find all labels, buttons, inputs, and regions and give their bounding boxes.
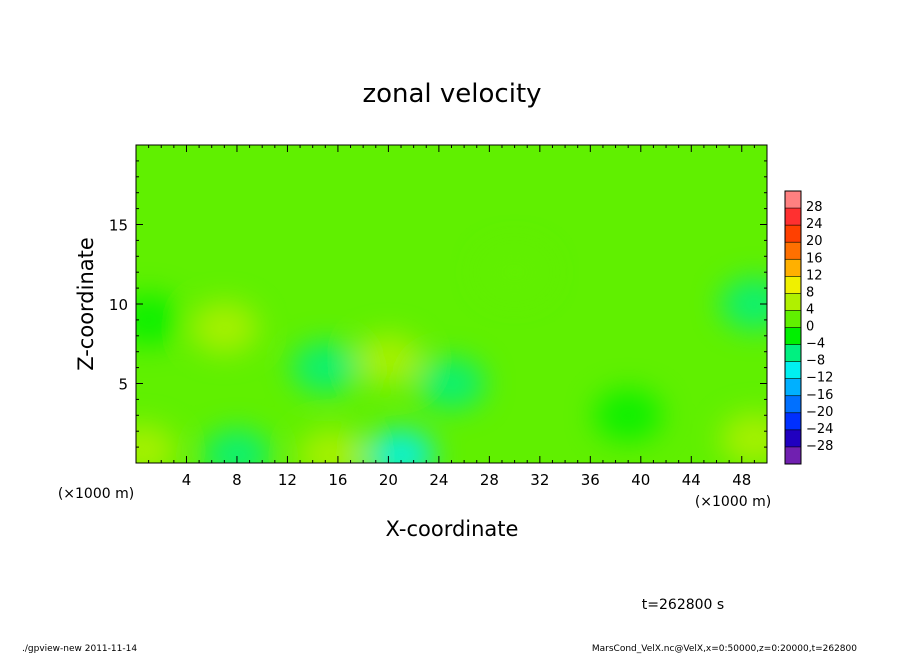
colorbar-swatch [785,276,801,294]
y-tick-label: 15 [109,217,128,235]
x-unit-right: (×1000 m) [695,494,771,510]
x-tick-label: 32 [530,471,549,489]
x-tick-label: 36 [581,471,600,489]
colorbar-swatch [785,395,801,414]
x-tick-label: 44 [682,471,701,489]
x-axis-ticks: 4 8 12 16 20 24 28 32 36 40 44 48 [148,145,755,489]
field-feature [417,357,486,410]
colorbar-label: −24 [806,422,833,437]
colorbar-swatch [785,310,801,328]
field-feature [354,333,423,386]
colorbar-label: 28 [806,200,823,215]
field-feature [136,293,183,346]
field-feature [720,278,767,330]
field-feature [202,429,271,463]
x-tick-label: 28 [480,471,499,489]
x-tick-label: 8 [232,471,242,489]
field-feature [480,246,549,299]
x-axis-label: X-coordinate [386,517,519,541]
plot-area [135,144,768,464]
colorbar-label: 0 [806,320,814,335]
x-tick-label: 40 [631,471,650,489]
y-tick-label: 5 [118,376,128,394]
y-axis-label: Z-coordinate [74,237,98,371]
x-tick-label: 20 [379,471,398,489]
field-feature [297,429,366,463]
field-feature [720,413,767,463]
y-tick-label: 10 [109,296,128,314]
field-feature [594,389,663,442]
field-feature [367,429,436,463]
colorbar-swatch [785,225,801,243]
colorbar-swatch [785,429,801,448]
colorbar-label: 24 [806,217,823,232]
x-tick-label: 4 [182,471,192,489]
field-feature [136,424,177,463]
colorbar-label: 4 [806,302,814,317]
colorbar-swatch [785,259,801,277]
x-tick-label: 48 [732,471,751,489]
footer-right: MarsCond_VelX.nc@VelX,x=0:50000,z=0:2000… [592,644,857,654]
field-feature [190,301,259,354]
colorbar: 28 24 20 16 12 8 4 0 −4 −8 −12 −16 −20 −24 −28 [784,190,833,465]
field-feature [291,341,360,394]
colorbar-swatch [785,446,801,465]
colorbar-label: 8 [806,285,814,300]
colorbar-label: 12 [806,268,823,283]
x-unit-left: (×1000 m) [58,486,134,502]
colorbar-swatch [785,327,801,346]
colorbar-swatch [785,191,801,209]
colorbar-label: 20 [806,234,823,249]
x-tick-label: 12 [278,471,297,489]
colorbar-swatch [785,412,801,431]
footer-left: ./gpview-new 2011-11-14 [22,644,137,654]
x-tick-label: 24 [429,471,448,489]
colorbar-label: −12 [806,371,833,386]
x-tick-label: 16 [328,471,347,489]
colorbar-label: −20 [806,405,833,420]
colorbar-swatch [785,344,801,363]
time-annotation: t=262800 s [642,597,724,613]
colorbar-label: −8 [806,354,825,369]
heatmap-features [136,246,767,463]
y-axis-ticks: 5 10 15 [109,160,767,448]
colorbar-swatch [785,378,801,397]
colorbar-label: 16 [806,251,823,266]
colorbar-label: −28 [806,439,833,454]
colorbar-swatch [785,293,801,311]
colorbar-swatch [785,208,801,226]
colorbar-swatch [785,361,801,380]
heatmap-background [136,145,767,463]
colorbar-label: −16 [806,388,833,403]
colorbar-label: −4 [806,337,825,352]
chart-title: zonal velocity [362,79,541,109]
colorbar-swatch [785,242,801,260]
